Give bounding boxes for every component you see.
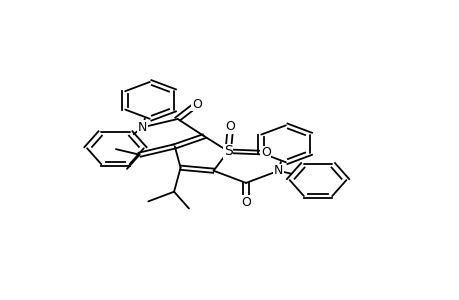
Text: O: O (191, 98, 202, 111)
Text: N: N (138, 121, 147, 134)
Text: N: N (273, 164, 283, 177)
Text: O: O (241, 196, 251, 209)
Text: O: O (260, 146, 270, 159)
Text: S: S (224, 144, 232, 158)
Text: O: O (225, 120, 235, 134)
